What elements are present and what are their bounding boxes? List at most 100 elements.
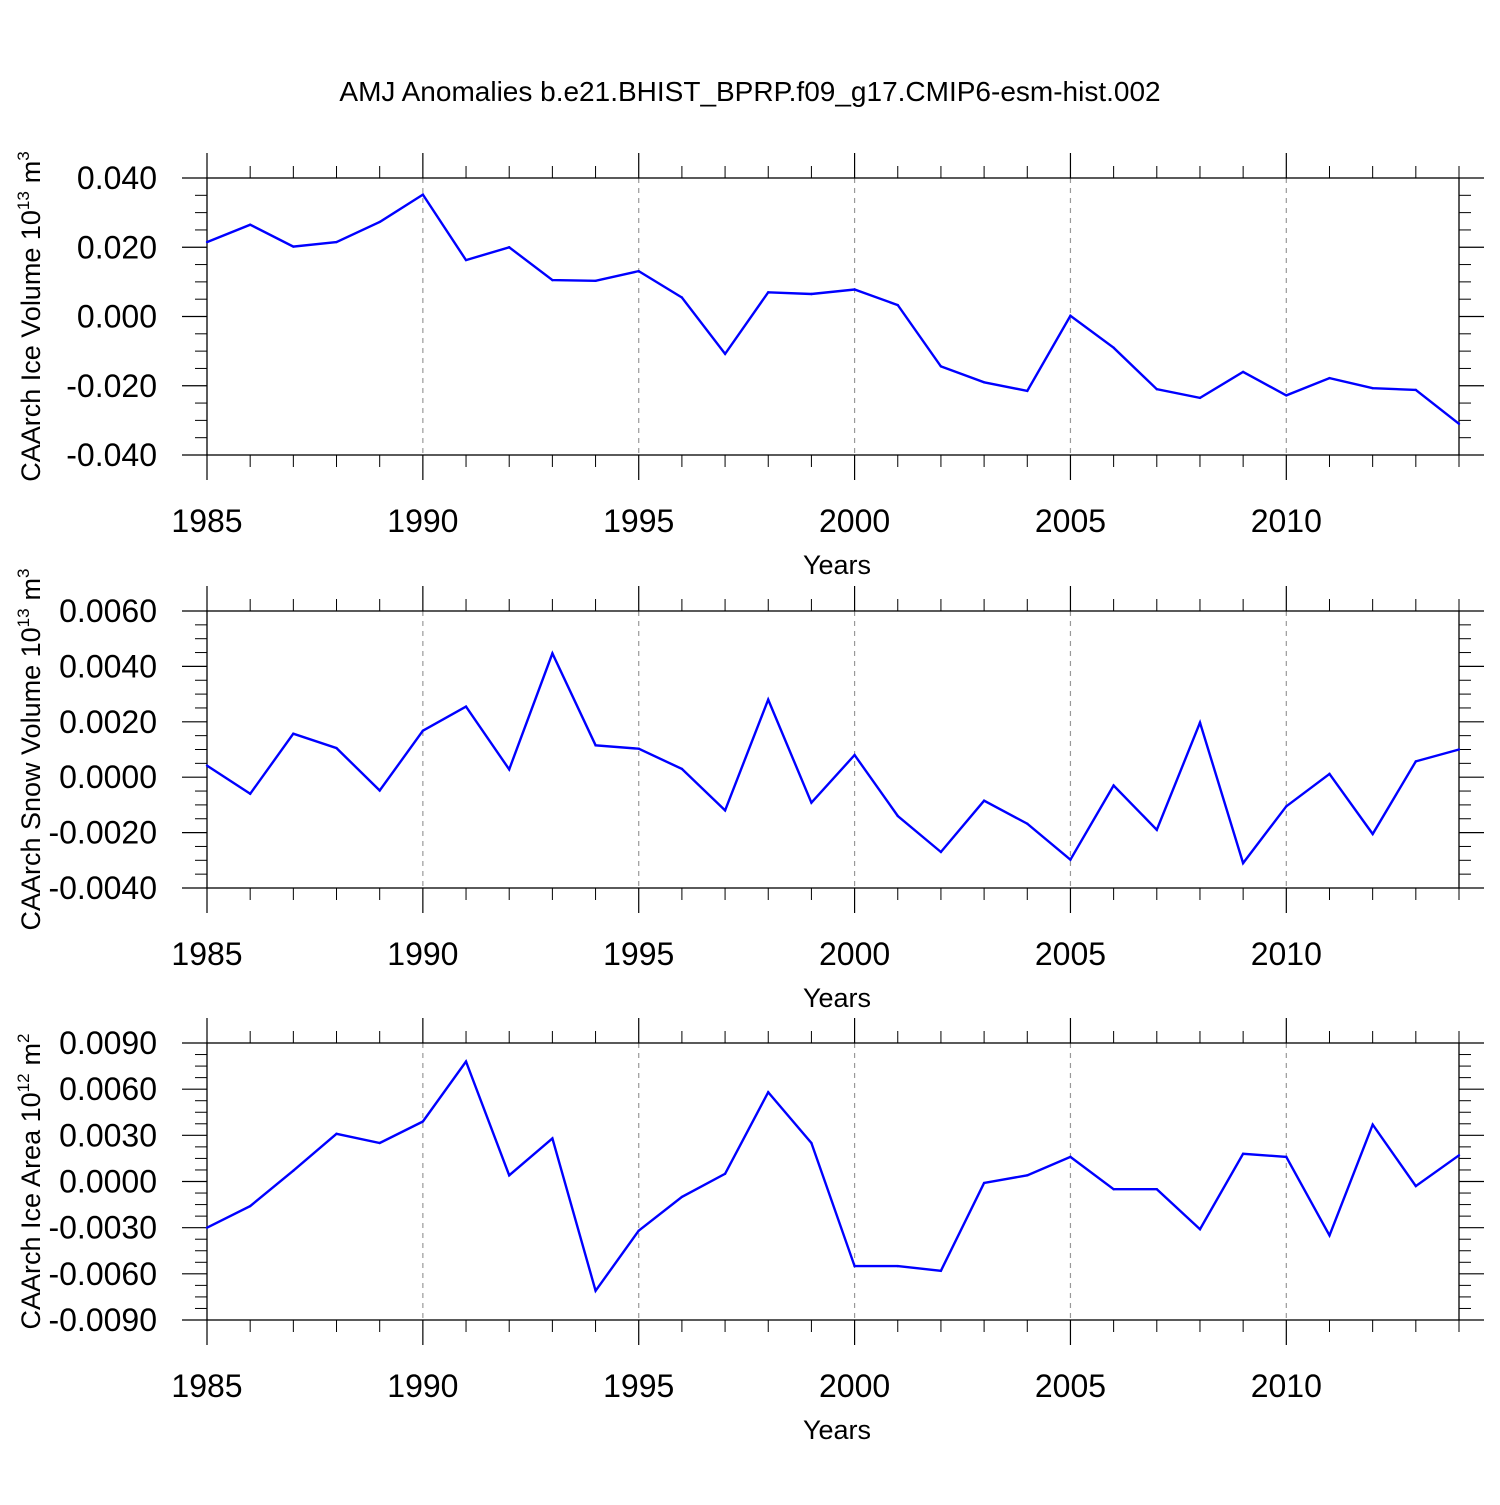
y-axis-label-unit-exponent: 3 bbox=[14, 568, 33, 577]
y-axis-label: CAArch Snow Volume 1013 m3 bbox=[14, 568, 46, 930]
y-tick-label: -0.0020 bbox=[48, 815, 157, 851]
data-point bbox=[939, 365, 943, 368]
data-point bbox=[637, 1229, 640, 1232]
x-tick-label: 1995 bbox=[603, 936, 674, 972]
x-tick-label: 2005 bbox=[1035, 1368, 1106, 1404]
x-tick-label: 2010 bbox=[1251, 503, 1322, 539]
data-point bbox=[1112, 1187, 1115, 1191]
data-point bbox=[767, 291, 770, 294]
series-line bbox=[206, 1058, 1460, 1294]
data-point bbox=[551, 652, 554, 655]
data-point bbox=[1155, 1187, 1158, 1191]
data-point bbox=[896, 303, 899, 307]
data-point bbox=[810, 292, 813, 296]
chart-panel-2: 1985 1990 1995 2000 2005 2010 -0.0040 -0.0020 0.… bbox=[14, 568, 1484, 1013]
data-point bbox=[335, 746, 338, 750]
x-axis-label: Years bbox=[803, 1415, 871, 1445]
x-tick-label: 1985 bbox=[171, 503, 242, 539]
y-tick-label: -0.0040 bbox=[48, 870, 157, 906]
x-tick-label: 2010 bbox=[1251, 936, 1322, 972]
y-tick-label: -0.0090 bbox=[48, 1302, 157, 1338]
y-tick-label: 0.0000 bbox=[59, 1164, 157, 1200]
data-point bbox=[551, 1137, 554, 1140]
data-point bbox=[1285, 805, 1288, 808]
x-tick-label: 2005 bbox=[1035, 503, 1106, 539]
data-point bbox=[1371, 832, 1374, 836]
data-point bbox=[896, 1264, 899, 1268]
x-tick-label: 2000 bbox=[819, 503, 890, 539]
y-axis-label-text: CAArch Ice Volume 10 bbox=[16, 210, 46, 482]
x-tick-label: 2010 bbox=[1251, 1368, 1322, 1404]
data-point bbox=[464, 258, 468, 262]
data-point bbox=[1457, 1154, 1461, 1157]
data-point bbox=[508, 1174, 511, 1177]
data-point bbox=[767, 1091, 770, 1094]
data-point bbox=[1371, 386, 1374, 390]
data-point bbox=[248, 223, 252, 226]
data-point bbox=[723, 1172, 727, 1176]
data-point bbox=[810, 801, 813, 804]
data-point bbox=[1198, 1228, 1202, 1231]
plot-frame bbox=[206, 177, 1460, 456]
data-point bbox=[248, 1204, 252, 1208]
series-line bbox=[206, 192, 1460, 425]
y-axis-label-text: CAArch Ice Area 10 bbox=[16, 1092, 46, 1329]
data-point bbox=[378, 1141, 381, 1145]
data-point bbox=[1328, 1234, 1331, 1237]
data-point bbox=[1112, 346, 1115, 349]
data-point bbox=[421, 1120, 425, 1123]
y-tick-label: -0.040 bbox=[66, 437, 157, 473]
data-point bbox=[1457, 422, 1461, 426]
data-point bbox=[594, 744, 597, 747]
x-tick-label: 1990 bbox=[387, 1368, 458, 1404]
data-point bbox=[335, 240, 338, 244]
data-point bbox=[1241, 370, 1245, 374]
data-point bbox=[464, 1060, 468, 1063]
data-point bbox=[723, 809, 727, 812]
data-point bbox=[205, 1226, 209, 1229]
data-point bbox=[637, 747, 640, 750]
data-point bbox=[853, 753, 856, 757]
x-tick-label: 1985 bbox=[171, 936, 242, 972]
x-axis-label: Years bbox=[803, 983, 871, 1013]
x-tick-label: 1990 bbox=[387, 936, 458, 972]
data-point bbox=[637, 269, 640, 273]
data-point bbox=[292, 732, 295, 735]
y-tick-label: 0.0040 bbox=[59, 648, 157, 684]
data-point bbox=[853, 1264, 856, 1268]
data-point bbox=[335, 1132, 338, 1135]
data-point bbox=[1414, 388, 1418, 392]
y-axis-label-unit-exponent: 2 bbox=[14, 1033, 33, 1042]
data-point bbox=[378, 789, 381, 792]
data-point bbox=[982, 799, 986, 802]
y-axis-label-unit-exponent: 3 bbox=[14, 151, 33, 160]
data-point bbox=[1069, 858, 1072, 861]
y-axis-label-exponent: 13 bbox=[14, 608, 33, 627]
y-tick-label: 0.0000 bbox=[59, 759, 157, 795]
y-tick-label: 0.0020 bbox=[59, 704, 157, 740]
y-tick-label: 0.0060 bbox=[59, 1071, 157, 1107]
x-tick-label: 2005 bbox=[1035, 936, 1106, 972]
data-point bbox=[378, 220, 381, 224]
x-tick-label: 1985 bbox=[171, 1368, 242, 1404]
data-point bbox=[205, 240, 209, 244]
y-tick-label: 0.0090 bbox=[59, 1025, 157, 1061]
y-axis-label: CAArch Ice Area 1012 m2 bbox=[14, 1033, 46, 1329]
data-point bbox=[1285, 1155, 1288, 1159]
x-axis-label: Years bbox=[803, 550, 871, 580]
data-point bbox=[982, 1181, 986, 1185]
data-point bbox=[1069, 1155, 1072, 1159]
data-point bbox=[248, 792, 252, 796]
data-point bbox=[1241, 861, 1245, 865]
y-tick-label: 0.020 bbox=[77, 229, 157, 265]
x-tick-label: 1995 bbox=[603, 503, 674, 539]
y-axis-label-text: CAArch Snow Volume 10 bbox=[16, 627, 46, 930]
y-tick-label: 0.000 bbox=[77, 299, 157, 335]
x-tick-label: 2000 bbox=[819, 936, 890, 972]
x-tick-label: 1995 bbox=[603, 1368, 674, 1404]
data-point bbox=[1414, 760, 1418, 763]
data-point bbox=[1069, 314, 1072, 318]
data-point bbox=[1285, 394, 1288, 397]
data-point bbox=[1198, 721, 1202, 724]
